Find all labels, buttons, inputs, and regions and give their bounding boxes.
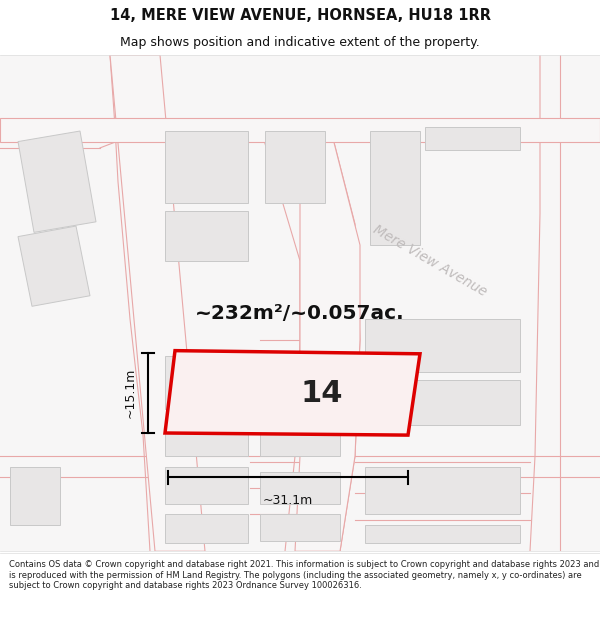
Text: Mere View Avenue: Mere View Avenue xyxy=(371,222,490,299)
Polygon shape xyxy=(165,131,248,203)
Polygon shape xyxy=(370,131,420,245)
Polygon shape xyxy=(18,131,96,232)
Polygon shape xyxy=(295,127,360,551)
Polygon shape xyxy=(260,472,340,504)
Polygon shape xyxy=(165,467,248,504)
Polygon shape xyxy=(365,319,520,372)
Polygon shape xyxy=(365,380,520,424)
Text: ~232m²/~0.057ac.: ~232m²/~0.057ac. xyxy=(195,304,404,323)
Polygon shape xyxy=(165,211,248,261)
Polygon shape xyxy=(165,356,248,409)
Text: Contains OS data © Crown copyright and database right 2021. This information is : Contains OS data © Crown copyright and d… xyxy=(9,560,599,590)
Text: 14: 14 xyxy=(301,379,343,408)
Polygon shape xyxy=(165,419,248,456)
Polygon shape xyxy=(260,424,340,456)
Polygon shape xyxy=(365,525,520,542)
Polygon shape xyxy=(365,467,520,514)
Polygon shape xyxy=(165,514,248,542)
Polygon shape xyxy=(10,467,60,525)
Polygon shape xyxy=(425,127,520,150)
Polygon shape xyxy=(265,131,325,203)
Polygon shape xyxy=(260,372,340,414)
Text: Map shows position and indicative extent of the property.: Map shows position and indicative extent… xyxy=(120,36,480,49)
Text: 14, MERE VIEW AVENUE, HORNSEA, HU18 1RR: 14, MERE VIEW AVENUE, HORNSEA, HU18 1RR xyxy=(110,8,491,23)
Polygon shape xyxy=(18,226,90,306)
Text: ~15.1m: ~15.1m xyxy=(124,368,137,418)
Polygon shape xyxy=(110,55,205,551)
Polygon shape xyxy=(260,514,340,541)
Polygon shape xyxy=(165,351,420,435)
Text: ~31.1m: ~31.1m xyxy=(263,494,313,507)
Polygon shape xyxy=(0,118,600,142)
